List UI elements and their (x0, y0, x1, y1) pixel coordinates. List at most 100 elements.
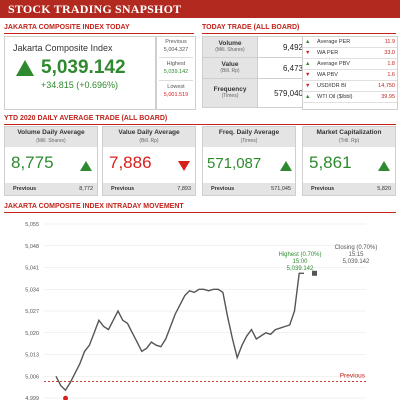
triangle-down-icon: ▼ (305, 50, 311, 56)
chart-grid (44, 223, 366, 399)
ratio-row: ▲ Average PER 11.9 (303, 37, 397, 48)
page-title: STOCK TRADING SNAPSHOT (8, 2, 182, 16)
closing-annotation-line: 15:15 (348, 252, 364, 258)
stats-divider (159, 80, 193, 81)
ratio-row: ▲ WTI Oil ($/bbl) 39.95 (303, 91, 397, 103)
ratio-row: ▼ WA PER 33.0 (303, 47, 397, 59)
intraday-series-line (55, 272, 304, 392)
y-tick-label: 5,006 (25, 374, 39, 380)
closing-point-marker (312, 270, 317, 276)
trade-row-volume: Volume (Mill. Shares) 9,492 (202, 36, 307, 58)
ratio-label: WA PER (315, 47, 369, 59)
up-arrow-icon (79, 159, 93, 177)
highest-value: 5,039.142 (163, 69, 189, 75)
intraday-chart: 4,999 5,006 5,013 5,020 5,027 5,034 5,041 5,048… (25, 222, 378, 400)
down-arrow-icon (177, 159, 191, 177)
highest-annotation-line: 15:00 (292, 259, 308, 265)
card-prev-label: Previous (211, 186, 235, 192)
chart-y-ticks: 4,999 5,006 5,013 5,020 5,027 5,034 5,041 5,048… (25, 222, 39, 400)
card-value: 5,861 (309, 153, 352, 172)
card-prev-value: 7,893 (177, 186, 191, 192)
card-unit: (Bill. Rp) (139, 138, 159, 144)
ratio-value: 1.6 (368, 69, 397, 81)
index-change: +34.815 (+0.696%) (41, 80, 119, 90)
ytd-card-volume: Volume Daily Average (Mill. Shares) 8,775… (4, 126, 98, 196)
ratios-table: ▲ Average PER 11.9 ▼ WA PER 33.0 ▲ Average PB… (303, 37, 397, 103)
card-unit: (Trill. Rp) (338, 138, 360, 144)
ratio-value: 33.0 (368, 47, 397, 59)
ratio-row: ▼ WA PBV 1.6 (303, 69, 397, 81)
triangle-up-icon: ▲ (305, 94, 311, 100)
triangle-down-icon: ▼ (305, 83, 311, 89)
index-name: Jakarta Composite Index (13, 43, 113, 53)
previous-label: Previous (165, 39, 187, 45)
index-section-underline (4, 33, 194, 34)
closing-annotation-line: Closing (0.70%) (335, 245, 378, 251)
y-tick-label: 5,020 (25, 331, 39, 337)
highest-label: Highest (166, 61, 186, 67)
trade-unit: (Times) (221, 93, 239, 99)
index-section-title: JAKARTA COMPOSITE INDEX TODAY (4, 24, 130, 31)
card-unit: (Times) (240, 138, 258, 144)
card-prev-value: 571,045 (271, 186, 291, 192)
ratio-label: USD/IDR BI (315, 80, 369, 92)
ratios-box: ▲ Average PER 11.9 ▼ WA PER 33.0 ▲ Average PB… (302, 36, 398, 110)
intraday-section-title: JAKARTA COMPOSITE INDEX INTRADAY MOVEMEN… (4, 203, 184, 210)
ratio-row: ▼ USD/IDR BI 14,750 (303, 80, 397, 92)
up-arrow-icon (279, 159, 293, 177)
highest-annotation-line: 5,039.142 (287, 266, 314, 272)
low-point-marker (62, 394, 70, 400)
triangle-up-icon: ▲ (305, 61, 311, 67)
triangle-up-icon: ▲ (305, 39, 311, 45)
y-tick-label: 5,055 (25, 222, 39, 228)
triangle-down-icon: ▼ (305, 72, 311, 78)
up-arrow-icon (15, 59, 35, 82)
ytd-section-title: YTD 2020 DAILY AVERAGE TRADE (ALL BOARD) (4, 115, 168, 122)
lowest-value: 5,001.519 (163, 92, 189, 98)
ratio-value: 14,750 (368, 80, 397, 92)
card-unit: (Mill. Shares) (36, 138, 66, 144)
previous-close-label: Previous (340, 372, 366, 379)
y-tick-label: 4,999 (25, 396, 39, 400)
previous-value: 5,004.327 (163, 47, 189, 53)
trade-value: 6,473 (257, 57, 307, 79)
y-tick-label: 5,013 (25, 353, 39, 359)
ytd-section-underline (4, 124, 396, 125)
closing-annotation-line: 5,039.142 (343, 259, 370, 265)
card-prev-value: 5,820 (377, 186, 391, 192)
trade-section-underline (202, 33, 396, 34)
card-prev-label: Previous (311, 186, 335, 192)
y-tick-label: 5,048 (25, 244, 39, 250)
header-bar: STOCK TRADING SNAPSHOT (0, 0, 400, 18)
ratio-value: 11.9 (368, 37, 397, 48)
ytd-card-market-cap: Market Capitalization (Trill. Rp) 5,861 P… (302, 126, 396, 196)
index-main-box: Jakarta Composite Index 5,039.142 +34.81… (4, 36, 156, 110)
ratio-value: 39.95 (368, 91, 397, 103)
y-tick-label: 5,034 (25, 287, 39, 293)
ratio-label: WA PBV (315, 69, 369, 81)
card-prev-label: Previous (13, 186, 37, 192)
trade-unit: (Mill. Shares) (215, 47, 245, 53)
card-title: Freq. Daily Average (218, 129, 280, 136)
ratio-value: 1.8 (368, 58, 397, 70)
card-title: Market Capitalization (316, 129, 382, 136)
index-value: 5,039.142 (41, 57, 126, 78)
y-tick-label: 5,027 (25, 309, 39, 315)
trade-row-value: Value (Bill. Rp) 6,473 (202, 57, 307, 79)
ratio-label: WTI Oil ($/bbl) (315, 91, 369, 103)
ratio-row: ▲ Average PBV 1.8 (303, 58, 397, 70)
trade-value: 579,040 (257, 78, 307, 108)
highest-annotation-line: Highest (0.70%) (278, 252, 321, 258)
trade-unit: (Bill. Rp) (220, 68, 240, 74)
card-prev-value: 8,772 (79, 186, 93, 192)
stats-divider (159, 57, 193, 58)
card-value: 571,087 (207, 155, 262, 172)
ytd-card-frequency: Freq. Daily Average (Times) 571,087 Previ… (202, 126, 296, 196)
up-arrow-icon (377, 159, 391, 177)
trade-section-title: TODAY TRADE (ALL BOARD) (202, 24, 300, 31)
y-tick-label: 5,041 (25, 266, 39, 272)
trade-label: Frequency (213, 86, 247, 93)
ytd-card-value: Value Daily Average (Bill. Rp) 7,886 Prev… (102, 126, 196, 196)
card-title: Value Daily Average (118, 129, 180, 136)
trade-row-frequency: Frequency (Times) 579,040 (202, 78, 307, 108)
